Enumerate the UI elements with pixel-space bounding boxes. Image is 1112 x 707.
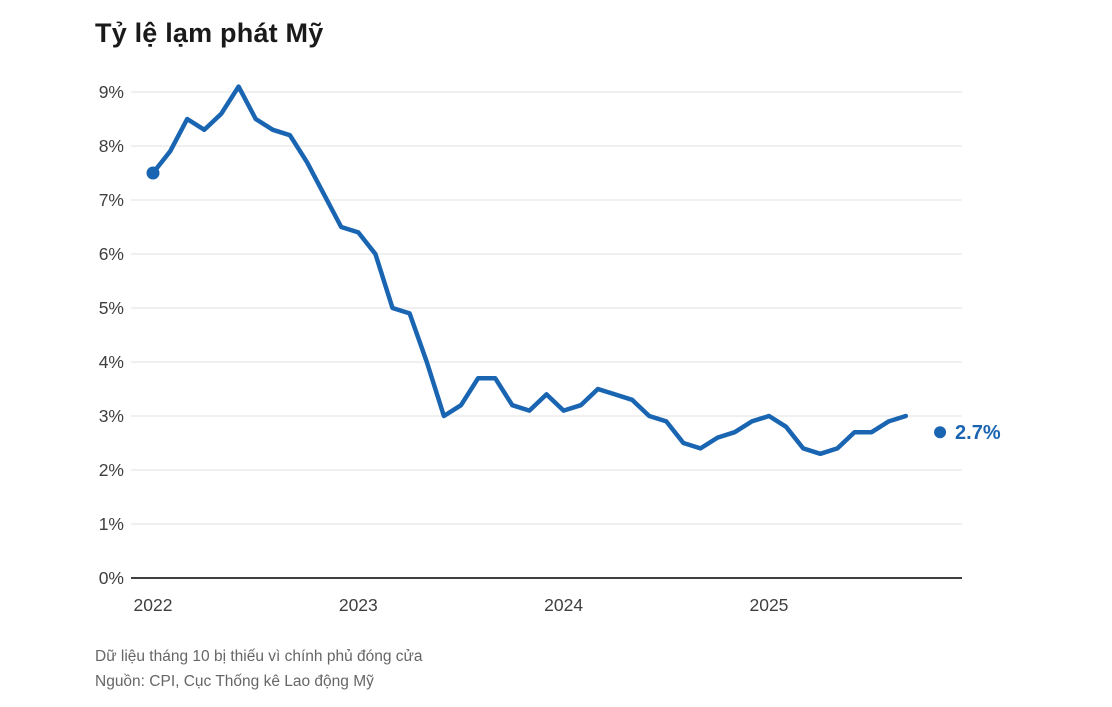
- x-tick-label: 2022: [134, 595, 173, 615]
- y-tick-label: 6%: [99, 244, 124, 264]
- latest-value-marker: [934, 426, 947, 439]
- y-tick-label: 5%: [99, 298, 124, 318]
- x-tick-label: 2023: [339, 595, 378, 615]
- y-tick-label: 4%: [99, 352, 124, 372]
- chart-footer: Dữ liệu tháng 10 bị thiếu vì chính phủ đ…: [95, 644, 423, 694]
- line-chart-svg: 0% 1% 2% 3% 4% 5% 6% 7% 8% 9% 2022 2023 2024 2025 2.7%: [99, 82, 1001, 615]
- latest-value-label: 2.7%: [955, 422, 1001, 444]
- series-start-marker: [146, 166, 160, 180]
- y-tick-label: 3%: [99, 406, 124, 426]
- chart-footnote: Dữ liệu tháng 10 bị thiếu vì chính phủ đ…: [95, 648, 423, 665]
- x-tick-label: 2025: [749, 595, 788, 615]
- y-tick-label: 9%: [99, 82, 124, 102]
- y-tick-label: 2%: [99, 460, 124, 480]
- y-tick-label: 0%: [99, 568, 124, 588]
- x-tick-label: 2024: [544, 595, 583, 615]
- chart-source: Nguồn: CPI, Cục Thống kê Lao động Mỹ: [95, 673, 374, 690]
- inflation-line-series: [150, 84, 909, 457]
- y-tick-label: 1%: [99, 514, 124, 534]
- chart-title: Tỷ lệ lạm phát Mỹ: [95, 18, 324, 48]
- y-tick-label: 8%: [99, 136, 124, 156]
- y-tick-label: 7%: [99, 190, 124, 210]
